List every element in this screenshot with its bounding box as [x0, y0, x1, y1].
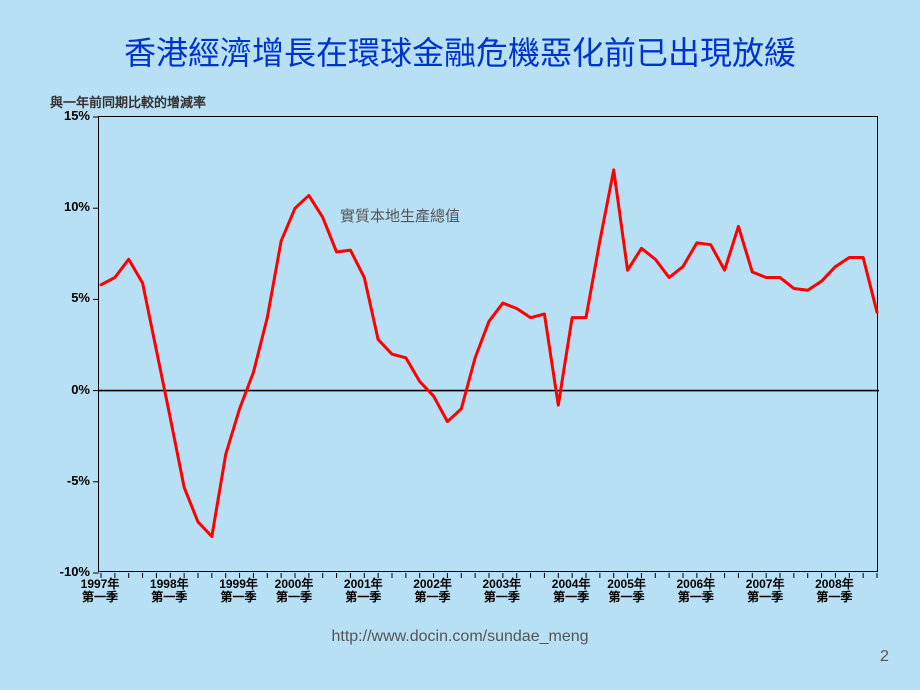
slide-title: 香港經濟增長在環球金融危機惡化前已出現放緩 — [0, 0, 920, 82]
x-tick-label: 2001年 第一季 — [331, 578, 395, 604]
series-line — [101, 170, 877, 537]
page-number: 2 — [880, 648, 889, 666]
y-tick-label: 15% — [50, 108, 90, 123]
x-tick-label: 2007年 第一季 — [733, 578, 797, 604]
x-tick-label: 2004年 第一季 — [539, 578, 603, 604]
footer-url: http://www.docin.com/sundae_meng — [330, 628, 590, 646]
y-tick-label: 5% — [50, 290, 90, 305]
x-tick-label: 1997年 第一季 — [68, 578, 132, 604]
y-tick-label: 10% — [50, 199, 90, 214]
chart-svg — [99, 117, 879, 573]
x-tick-label: 2003年 第一季 — [470, 578, 534, 604]
x-tick-label: 2008年 第一季 — [802, 578, 866, 604]
x-tick-label: 2002年 第一季 — [401, 578, 465, 604]
x-tick-label: 2000年 第一季 — [262, 578, 326, 604]
series-label: 實質本地生產總值 — [340, 205, 460, 226]
slide: 香港經濟增長在環球金融危機惡化前已出現放緩 與一年前同期比較的增減率 實質本地生… — [0, 0, 920, 690]
x-tick-label: 1999年 第一季 — [207, 578, 271, 604]
chart-plot-area — [98, 116, 878, 572]
x-tick-label: 1998年 第一季 — [137, 578, 201, 604]
x-tick-label: 2006年 第一季 — [664, 578, 728, 604]
y-tick-label: -5% — [50, 473, 90, 488]
x-tick-label: 2005年 第一季 — [595, 578, 659, 604]
y-tick-label: 0% — [50, 382, 90, 397]
